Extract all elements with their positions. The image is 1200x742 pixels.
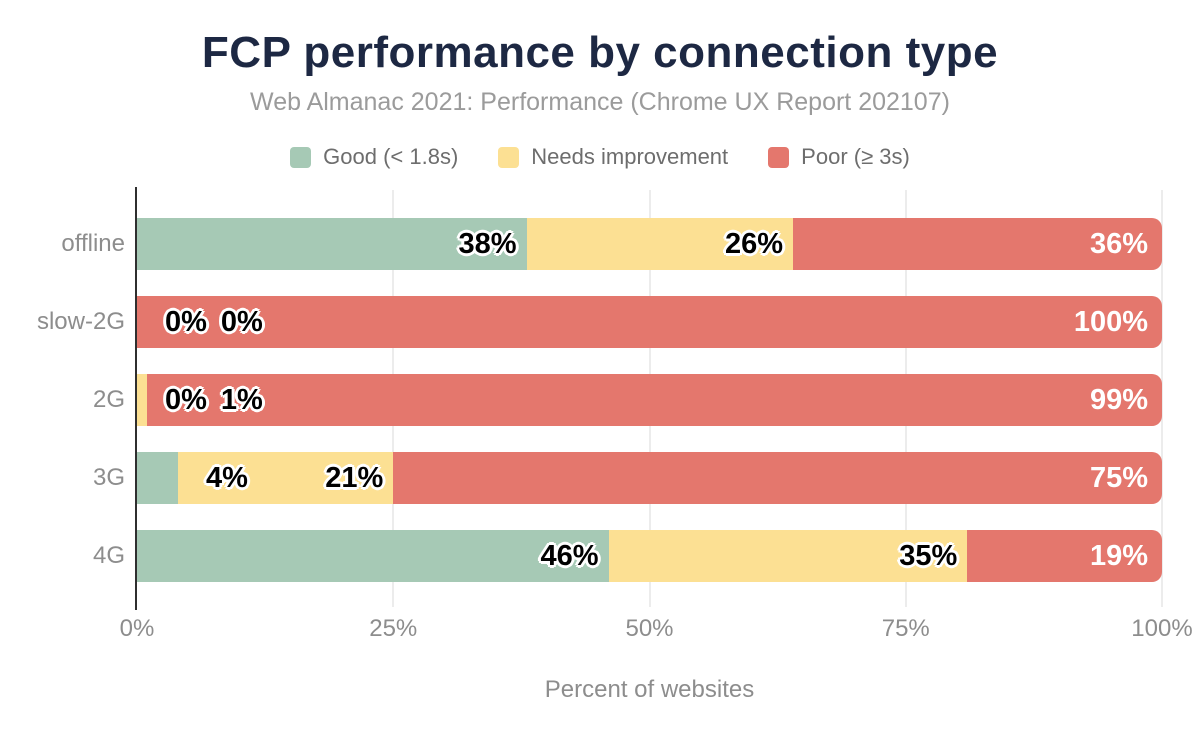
y-axis-labels: offline slow-2G 2G 3G 4G	[0, 190, 125, 605]
value-label-3g-needs-improvement: 21%	[325, 462, 384, 494]
bar-segment-2g-needs-improvement[interactable]	[137, 374, 148, 426]
bar-segment-offline-needs-improvement[interactable]	[526, 218, 793, 270]
bar-row-4g: 46% 35% 19%	[137, 530, 1162, 582]
value-label-3g-good: 4%	[206, 462, 248, 494]
bar-row-2g: 0% 1% 99%	[137, 374, 1162, 426]
legend-item-needs-improvement: Needs improvement	[498, 144, 728, 170]
y-axis-label-2g: 2G	[92, 386, 125, 413]
value-label-4g-good: 46%	[540, 540, 599, 572]
chart-title: FCP performance by connection type	[201, 28, 999, 77]
bar-segment-2g-poor[interactable]	[147, 374, 1162, 426]
value-label-slow-2g-poor: 100%	[1073, 306, 1148, 338]
legend: Good (< 1.8s) Needs improvement Poor (≥ 3s…	[0, 141, 1200, 173]
plot-area: 38% 26% 36% 0% 0% 100% 0% 1% 99% 4% 21% 75% 46% 35% 19…	[135, 187, 1163, 610]
legend-item-good: Good (< 1.8s)	[290, 144, 458, 170]
x-axis-tick-0: 0%	[119, 615, 155, 642]
bar-segment-3g-needs-improvement[interactable]	[178, 452, 394, 504]
value-label-offline-needs-improvement: 26%	[724, 228, 783, 260]
value-label-slow-2g-needs-improvement: 0%	[220, 306, 263, 338]
legend-label-poor: Poor (≥ 3s)	[801, 144, 910, 169]
value-label-4g-poor: 19%	[1089, 540, 1148, 572]
value-label-2g-needs-improvement: 1%	[220, 384, 263, 416]
legend-swatch-good	[290, 146, 312, 168]
value-label-offline-poor: 36%	[1089, 228, 1148, 260]
bar-row-slow-2g: 0% 0% 100%	[137, 296, 1162, 348]
x-axis-tick-75: 75%	[881, 615, 930, 642]
legend-swatch-poor	[768, 146, 790, 168]
bar-row-offline: 38% 26% 36%	[137, 218, 1162, 270]
bar-segment-3g-good[interactable]	[137, 452, 178, 504]
bar-segment-offline-good[interactable]	[137, 218, 527, 270]
y-axis-label-offline: offline	[61, 230, 125, 257]
x-axis-tick-50: 50%	[625, 615, 674, 642]
y-axis-label-3g: 3G	[92, 464, 125, 491]
y-axis-line	[135, 187, 137, 610]
bar-segment-offline-poor[interactable]	[793, 218, 1162, 270]
chart-subtitle: Web Almanac 2021: Performance (Chrome UX…	[250, 88, 950, 116]
value-label-slow-2g-good: 0%	[165, 306, 207, 338]
bar-segment-4g-good[interactable]	[137, 530, 609, 582]
y-axis-label-slow-2g: slow-2G	[36, 308, 125, 335]
value-label-3g-poor: 75%	[1089, 462, 1148, 494]
bar-segment-slow-2g-poor[interactable]	[137, 296, 1162, 348]
x-axis-title: Percent of websites	[544, 676, 755, 703]
x-axis-tick-25: 25%	[369, 615, 418, 642]
bar-segment-4g-poor[interactable]	[967, 530, 1162, 582]
value-label-2g-poor: 99%	[1089, 384, 1148, 416]
bar-segment-3g-poor[interactable]	[393, 452, 1162, 504]
bar-row-3g: 4% 21% 75%	[137, 452, 1162, 504]
legend-swatch-needs-improvement	[498, 146, 520, 168]
legend-label-good: Good (< 1.8s)	[323, 144, 459, 169]
y-axis-label-4g: 4G	[92, 542, 125, 569]
x-axis-tick-100: 100%	[1131, 615, 1193, 642]
bar-segment-4g-needs-improvement[interactable]	[608, 530, 968, 582]
value-label-offline-good: 38%	[458, 228, 517, 260]
legend-label-needs-improvement: Needs improvement	[531, 144, 729, 169]
value-label-4g-needs-improvement: 35%	[899, 540, 958, 572]
value-label-2g-good: 0%	[165, 384, 207, 416]
x-axis-ticks: 0% 25% 50% 75% 100%	[120, 615, 1193, 645]
gridline-100	[1161, 190, 1163, 607]
legend-item-poor: Poor (≥ 3s)	[768, 144, 910, 170]
